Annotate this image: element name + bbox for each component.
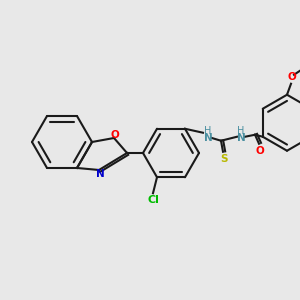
- Text: N: N: [204, 133, 212, 143]
- Text: S: S: [220, 154, 228, 164]
- Text: N: N: [96, 169, 104, 179]
- Text: N: N: [237, 133, 245, 143]
- Text: O: O: [111, 130, 119, 140]
- Text: O: O: [288, 72, 296, 82]
- Text: Cl: Cl: [147, 195, 159, 205]
- Text: O: O: [256, 146, 264, 156]
- Text: H: H: [204, 126, 212, 136]
- Text: H: H: [237, 126, 245, 136]
